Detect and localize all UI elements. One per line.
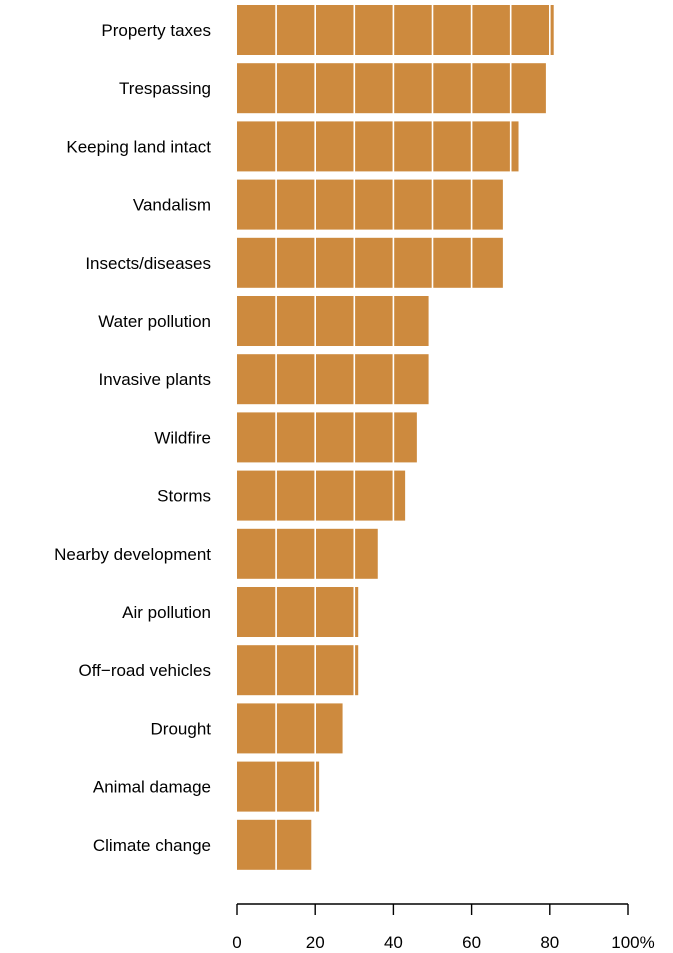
category-label-property-taxes: Property taxes: [101, 21, 211, 40]
category-label-invasive-plants: Invasive plants: [99, 370, 211, 389]
category-label-insects-diseases: Insects/diseases: [85, 254, 211, 273]
category-label-storms: Storms: [157, 487, 211, 506]
bar-invasive-plants: [237, 354, 429, 405]
x-tick-label-40: 40: [384, 933, 403, 952]
bar-nearby-development: [237, 528, 378, 579]
category-label-animal-damage: Animal damage: [93, 778, 211, 797]
category-label-wildfire: Wildfire: [154, 428, 211, 447]
category-label-keeping-land-intact: Keeping land intact: [66, 137, 211, 156]
category-label-vandalism: Vandalism: [133, 196, 211, 215]
bar-drought: [237, 703, 343, 754]
x-tick-label-80: 80: [540, 933, 559, 952]
bars-group: [237, 5, 554, 870]
category-label-drought: Drought: [151, 719, 212, 738]
category-label-trespassing: Trespassing: [119, 79, 211, 98]
x-tick-label-100: 100%: [611, 933, 654, 952]
category-label-off-road-vehicles: Off−road vehicles: [79, 661, 211, 680]
x-tick-label-20: 20: [306, 933, 325, 952]
x-axis: 0 20 40 60 80 100%: [232, 903, 655, 952]
x-tick-label-60: 60: [462, 933, 481, 952]
bar-off-road-vehicles: [237, 645, 359, 696]
bar-air-pollution: [237, 587, 359, 637]
category-label-climate-change: Climate change: [93, 836, 211, 855]
category-label-nearby-development: Nearby development: [54, 545, 211, 564]
x-tick-label-0: 0: [232, 933, 241, 952]
bar-vandalism: [237, 179, 503, 230]
bar-trespassing: [237, 63, 546, 114]
bar-storms: [237, 470, 406, 521]
bar-wildfire: [237, 412, 417, 463]
category-label-air-pollution: Air pollution: [122, 603, 211, 622]
gridlines-group: [275, 5, 590, 870]
bar-water-pollution: [237, 296, 429, 346]
category-label-water-pollution: Water pollution: [98, 312, 211, 331]
bar-keeping-land-intact: [237, 121, 519, 172]
bar-animal-damage: [237, 761, 320, 812]
bar-climate-change: [237, 819, 312, 870]
bar-property-taxes: [237, 5, 554, 55]
bar-insects-diseases: [237, 237, 503, 288]
category-labels-group: Property taxes Trespassing Keeping land in…: [54, 21, 211, 855]
